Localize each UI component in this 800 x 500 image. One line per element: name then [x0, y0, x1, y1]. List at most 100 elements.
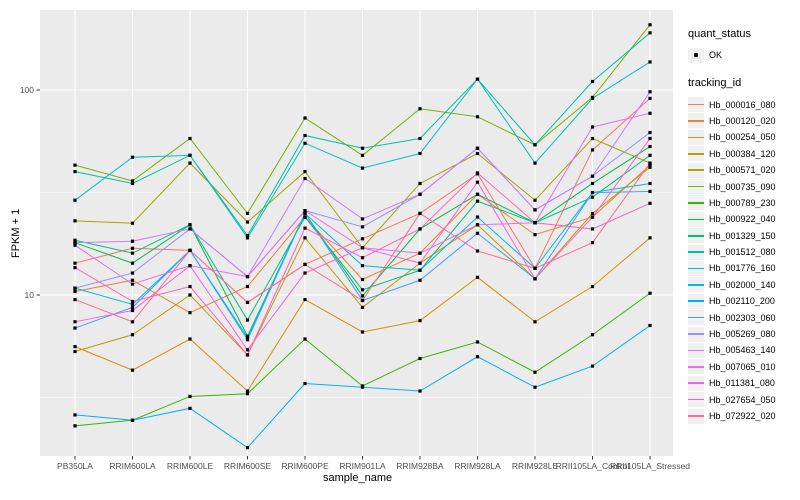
data-point-marker: [475, 180, 480, 184]
legend-line-icon: [688, 202, 704, 204]
legend-key-swatch: [688, 277, 704, 293]
data-point-marker: [130, 305, 135, 309]
x-tick-label: RRIM928BA: [396, 461, 444, 471]
data-point-marker: [188, 406, 192, 410]
data-point-marker: [475, 115, 480, 119]
legend-key-swatch: [688, 97, 704, 113]
legend-key-swatch: [688, 342, 704, 358]
legend-entry-label: Hb_072922_020: [709, 411, 776, 421]
legend-entry-label: Hb_002303_060: [709, 312, 776, 323]
legend-tracking-entries: Hb_000016_080 Hb_000120_020 Hb_000254_050 H…: [688, 96, 800, 424]
data-point-marker: [648, 181, 652, 186]
data-point-marker: [73, 243, 77, 247]
legend-entry-label: Hb_000254_050: [709, 132, 776, 143]
data-point-marker: [360, 305, 365, 309]
legend-line-icon: [688, 251, 704, 253]
data-point-marker: [130, 418, 135, 422]
data-point-marker: [418, 136, 422, 141]
legend-entry-Hb_000254_050: Hb_000254_050: [688, 129, 800, 145]
data-point-marker: [188, 394, 192, 399]
data-point-marker: [418, 192, 422, 196]
data-point-marker: [245, 300, 250, 305]
legend-line-icon: [688, 103, 704, 106]
legend-entry-Hb_001776_160: Hb_001776_160: [688, 260, 800, 276]
legend-key-swatch: [688, 260, 704, 276]
legend-line-icon: [688, 415, 704, 417]
legend-entry-label: Hb_001329_150: [709, 230, 776, 241]
legend-quant-status: quant_status OK: [688, 28, 800, 63]
x-tick-label: RRII105LA_Stressed: [610, 461, 690, 471]
legend-entry-Hb_001512_080: Hb_001512_080: [688, 244, 800, 260]
data-point-marker: [245, 353, 250, 357]
legend-line-icon: [688, 300, 704, 303]
data-point-marker: [73, 266, 77, 270]
data-point-marker: [130, 251, 135, 255]
data-point-marker: [648, 163, 652, 167]
y-axis-title: FPKM + 1: [10, 208, 22, 258]
data-point-marker: [475, 171, 480, 175]
legend-entry-label: Hb_000735_090: [709, 181, 776, 192]
legend-entry-label: Hb_005269_080: [709, 329, 776, 340]
legend-entry-Hb_072922_020: Hb_072922_020: [688, 408, 800, 424]
data-point-marker: [360, 166, 365, 170]
legend-line-icon: [688, 169, 704, 171]
data-point-marker: [130, 221, 135, 225]
data-point-marker: [475, 249, 480, 253]
data-point-marker: [418, 389, 422, 393]
data-point-marker: [130, 239, 135, 243]
data-point-marker: [418, 278, 422, 282]
data-point-marker: [590, 136, 595, 141]
data-point-marker: [130, 278, 135, 282]
data-point-marker: [303, 116, 307, 120]
data-point-marker: [533, 161, 537, 165]
y-tick-label: 100: [19, 85, 34, 95]
data-point-marker: [533, 266, 537, 270]
data-point-marker: [648, 90, 652, 94]
data-point-marker: [245, 233, 250, 238]
legend-key-swatch: [688, 211, 704, 227]
legend-entry-Hb_000789_230: Hb_000789_230: [688, 195, 800, 211]
data-point-marker: [303, 262, 307, 267]
legend-key-swatch: [688, 326, 704, 342]
data-point-marker: [130, 308, 135, 313]
legend-entry-Hb_002110_200: Hb_002110_200: [688, 293, 800, 309]
legend-entry-Hb_005463_140: Hb_005463_140: [688, 342, 800, 358]
data-point-marker: [475, 231, 480, 235]
data-point-marker: [475, 275, 480, 279]
data-point-marker: [475, 77, 480, 81]
legend-line-icon: [688, 234, 704, 237]
data-point-marker: [130, 246, 135, 250]
legend-key-swatch: [688, 310, 704, 326]
data-point-marker: [475, 146, 480, 150]
legend-key-swatch: [688, 293, 704, 309]
data-point-marker: [360, 298, 365, 303]
data-point-marker: [188, 311, 192, 315]
legend-entry-label: Hb_000016_080: [709, 99, 776, 110]
data-point-marker: [303, 176, 307, 181]
legend-entry-Hb_000735_090: Hb_000735_090: [688, 178, 800, 195]
legend-line-icon: [688, 218, 704, 221]
data-point-marker: [303, 236, 307, 240]
data-point-marker: [245, 389, 250, 393]
data-point-marker: [648, 144, 652, 149]
data-point-marker: [475, 355, 480, 359]
data-point-marker: [188, 337, 192, 341]
data-point-marker: [303, 297, 307, 302]
data-point-marker: [418, 356, 422, 361]
data-point-marker: [418, 151, 422, 156]
data-point-marker: [73, 289, 77, 294]
legend-entry-label: Hb_027654_050: [709, 394, 776, 405]
legend-entry-Hb_001329_150: Hb_001329_150: [688, 228, 800, 244]
data-point-marker: [188, 227, 192, 231]
legend-key-swatch: [688, 129, 704, 145]
legend-entry-Hb_011381_080: Hb_011381_080: [688, 375, 800, 391]
data-point-marker: [590, 96, 595, 100]
data-point-marker: [648, 323, 652, 328]
y-tick-label: 10: [24, 290, 34, 300]
legend-key-swatch: [688, 244, 704, 260]
legend-key-swatch: [688, 195, 704, 211]
legend-key-swatch: [688, 375, 704, 391]
data-point-marker: [73, 238, 77, 242]
data-point-marker: [360, 237, 365, 241]
